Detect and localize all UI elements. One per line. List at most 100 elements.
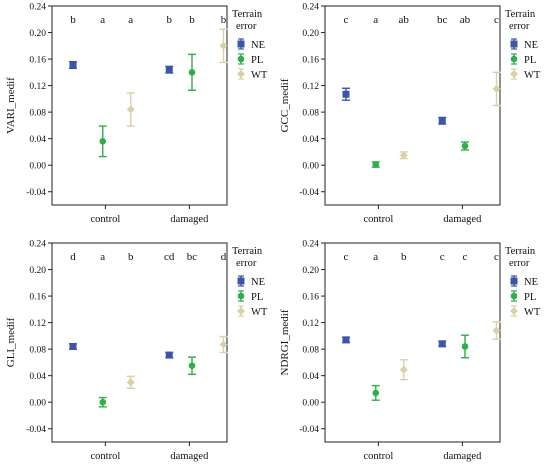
y-tick-label: 0.04 [29,372,46,382]
significance-letter: a [100,14,105,26]
mean-point-WT [219,340,228,349]
y-tick-label: 0.20 [302,266,319,276]
y-tick-label: 0.24 [302,240,319,250]
y-tick-label: 0.16 [29,56,46,66]
legend-label-PL: PL [251,55,263,66]
significance-letter: c [463,251,468,263]
legend-label-NE: NE [251,40,265,51]
legend-marker-WT [237,307,245,315]
y-tick-label: -0.04 [299,425,319,435]
y-tick-label: 0.16 [29,293,46,303]
legend-label-NE: NE [524,40,538,51]
legend-label-PL: PL [524,292,536,303]
legend-marker-NE [237,277,245,285]
significance-letter: a [100,251,105,263]
y-tick-label: 0.00 [302,162,319,172]
significance-letter: ab [399,14,410,26]
y-tick-label: 0.08 [29,109,46,119]
mean-point-WT [219,41,228,50]
significance-letter: c [344,14,349,26]
y-tick-label: 0.08 [302,109,319,119]
y-tick-label: 0.24 [29,240,46,250]
legend-label-NE: NE [251,277,265,288]
significance-letter: c [344,251,349,263]
mean-point-WT [126,105,135,114]
x-category-label: control [91,451,121,462]
chart-panel-4: 0.24 0.20 0.16 0.12 0.08 0.04 0.00 -0.04 control… [279,240,541,463]
legend-title: error [509,258,530,269]
y-tick-label: 0.04 [29,135,46,145]
y-axis-label: GLI_medif [5,317,17,367]
x-category-label: control [91,214,121,225]
y-tick-label: 0.20 [29,29,46,39]
significance-letter: b [401,251,407,263]
mean-point-PL [188,362,196,370]
y-tick-label: -0.04 [299,188,319,198]
y-tick-label: 0.12 [302,82,319,92]
y-axis-label: GCC_medif [279,78,291,132]
y-tick-label: 0.12 [29,319,46,329]
mean-point-PL [372,389,380,397]
chart-panel-1: 0.24 0.20 0.16 0.12 0.08 0.04 0.00 -0.04 control… [5,3,268,226]
legend-title: Terrain [505,9,536,20]
significance-letter: b [70,14,76,26]
mean-point-NE [69,342,77,350]
y-axis-label: VARI_medif [5,77,17,134]
significance-letter: d [221,251,227,263]
y-tick-label: -0.04 [26,425,46,435]
mean-point-NE [342,90,350,98]
legend-title: Terrain [232,246,263,257]
y-tick-label: -0.04 [26,188,46,198]
y-tick-label: 0.16 [302,293,319,303]
legend-marker-NE [510,277,518,285]
y-tick-label: 0.00 [29,162,46,172]
significance-letter: b [167,14,173,26]
y-tick-label: 0.24 [302,3,319,13]
mean-point-WT [492,326,501,335]
legend-label-WT: WT [524,307,541,318]
y-tick-label: 0.00 [302,399,319,409]
mean-point-WT [399,365,408,374]
plot-frame [324,242,501,443]
significance-letter: bc [437,14,448,26]
y-tick-label: 0.04 [302,372,319,382]
mean-point-NE [165,66,173,74]
chart-panel-3: 0.24 0.20 0.16 0.12 0.08 0.04 0.00 -0.04 control… [5,240,268,463]
mean-point-NE [438,117,446,125]
mean-point-WT [126,378,135,387]
mean-point-PL [372,161,380,168]
legend-title: Terrain [505,246,536,257]
legend-label-WT: WT [251,70,268,81]
y-tick-label: 0.20 [29,266,46,276]
mean-point-WT [399,151,408,160]
significance-letter: a [128,14,133,26]
legend-label-NE: NE [524,277,538,288]
legend-title: error [236,21,257,32]
y-tick-label: 0.24 [29,3,46,13]
significance-letter: ab [460,14,471,26]
significance-letter: a [373,14,378,26]
x-category-label: damaged [443,214,482,225]
y-tick-label: 0.08 [29,346,46,356]
legend-label-PL: PL [524,55,536,66]
y-tick-label: 0.00 [29,399,46,409]
legend-marker-WT [510,307,518,315]
x-category-label: damaged [443,451,482,462]
significance-letter: c [494,251,499,263]
significance-letter: b [189,14,195,26]
legend-label-PL: PL [251,292,263,303]
significance-letter: c [440,251,445,263]
legend-marker-PL [510,55,518,63]
y-tick-label: 0.08 [302,346,319,356]
mean-point-PL [99,138,107,145]
legend-title: Terrain [232,9,263,20]
plot-frame [51,5,228,206]
y-tick-label: 0.04 [302,135,319,145]
mean-point-WT [492,84,501,93]
legend-title: error [509,21,530,32]
significance-letter: d [70,251,76,263]
legend-marker-NE [237,40,245,48]
significance-letter: bc [187,251,198,263]
